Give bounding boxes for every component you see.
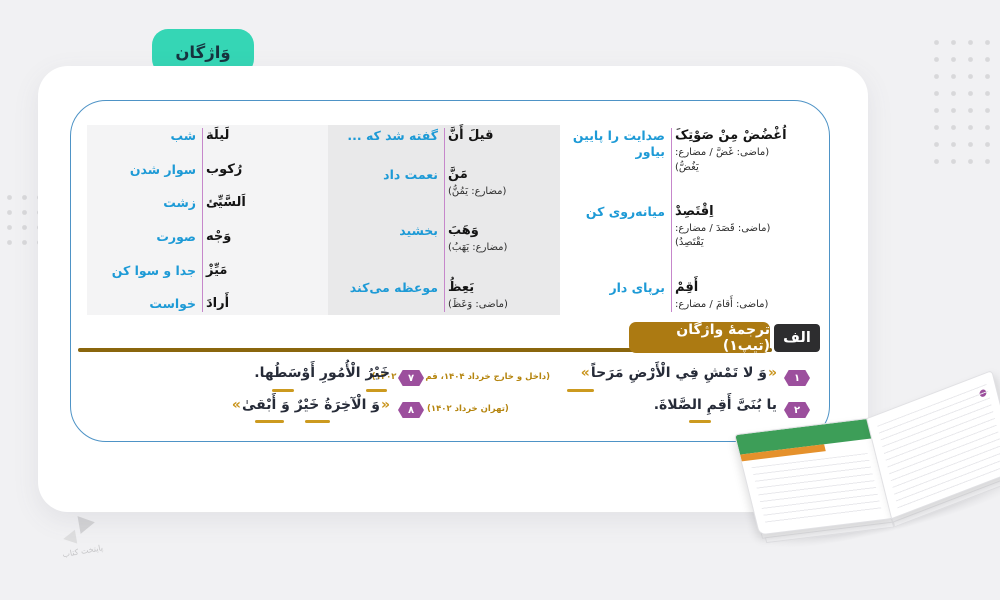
conjugation-note: (ماضی: قَصَدَ / مضارع: یَقْتَصِدُ) (675, 222, 771, 249)
persian-meaning: سوار شدن (129, 161, 196, 177)
exercise-sentence: «وَ الْآخِرَةُ خَیْرٌ وَ أَبْقیٰ» (232, 397, 391, 413)
vocab-entry: اُغْضُضْ مِنْ صَوْتِکَ (ماضی: غَضَّ / مض… (560, 128, 800, 175)
quote-open: « (767, 365, 777, 381)
persian-meaning: گفته شد که ... (347, 128, 438, 143)
vocab-entry: اِقْتَصِدْ (ماضی: قَصَدَ / مضارع: یَقْتَ… (560, 204, 800, 251)
sentence-text: وَ الْآخِرَةُ خَیْرٌ وَ أَبْقیٰ (241, 397, 380, 413)
sentence-text: وَ لا تَمْشِ فِي الْأَرْضِ مَرَحاً (590, 365, 767, 381)
quote-close: » (580, 365, 590, 381)
gold-underline (567, 389, 594, 392)
publisher-watermark: پایتخت کتاب (35, 509, 125, 563)
vocab-entry: مَیِّزْ جدا و سوا کن (87, 263, 328, 279)
persian-meaning: جدا و سوا کن (111, 262, 196, 278)
section-title: ترجمۀ واژگان (تیپ۱) (676, 321, 770, 354)
persian-meaning: خواست (149, 296, 196, 312)
persian-meaning: صورت (156, 229, 196, 245)
persian-meaning: میانه‌روی کن (585, 203, 665, 219)
vocab-group-right: اُغْضُضْ مِنْ صَوْتِکَ (ماضی: غَضَّ / مض… (560, 125, 800, 315)
vocab-table: اُغْضُضْ مِنْ صَوْتِکَ (ماضی: غَضَّ / مض… (87, 125, 800, 315)
publisher-logo-icon (60, 513, 98, 546)
arabic-term: اِقْتَصِدْ (675, 203, 714, 219)
vocab-entry: وَجْه صورت (87, 229, 328, 245)
gold-underline (255, 420, 284, 423)
book-left-page (734, 417, 894, 536)
arabic-term: أَقِمْ (675, 279, 699, 295)
exam-source-note: (تهران خرداد ۱۴۰۲) (427, 404, 509, 414)
exercise-number-badge: ۸ (398, 402, 424, 418)
vocab-entry: رُکوب سوار شدن (87, 162, 328, 178)
quote-close: » (231, 397, 241, 413)
publisher-name: پایتخت کتاب (61, 543, 104, 560)
persian-meaning: موعظه می‌کند (349, 279, 438, 295)
blue-frame (70, 100, 830, 442)
exam-source-note: (داخل و خارج خرداد ۱۴۰۴، قم خرداد ۱۴۰۲) (371, 372, 550, 382)
sentence-text: خَیْرُ الْأُمُورِ أَوْسَطُها. (254, 365, 390, 381)
persian-meaning: شب (170, 128, 196, 143)
section-title-box: ترجمۀ واژگان (تیپ۱) (629, 321, 770, 354)
exercise-sentence: یا بُنَیَّ أَقِمِ الصَّلاةَ. (633, 397, 777, 413)
dot-grid-right (928, 34, 998, 164)
vocab-group-middle: قیلَ أَنَّ گفته شد که ... مَنَّ (مضارع: … (328, 125, 560, 315)
conjugation-note: (مضارع: یَهَبُ) (448, 242, 508, 254)
vocab-group-left: لَیلَة شب رُکوب سوار شدن اَلسَّیِّئ زشت … (87, 125, 328, 315)
arabic-term: أَرادَ (206, 296, 230, 312)
vocab-entry: أَرادَ خواست (87, 296, 328, 312)
exercise-sentence: خَیْرُ الْأُمُورِ أَوْسَطُها. (254, 365, 390, 381)
arabic-term: مَیِّزْ (206, 262, 228, 278)
persian-meaning: برپای دار (609, 279, 665, 295)
vocab-entry: اَلسَّیِّئ زشت (87, 195, 328, 211)
arabic-term: اَلسَّیِّئ (206, 195, 246, 211)
arabic-term: لَیلَة (206, 128, 230, 143)
section-letter: الف (783, 330, 811, 346)
persian-meaning: صدایت را پایین بیاور (572, 128, 665, 159)
vocab-entry: قیلَ أَنَّ گفته شد که ... (328, 128, 560, 144)
arabic-term: مَنَّ (448, 167, 468, 183)
sentence-text: یا بُنَیَّ أَقِمِ الصَّلاةَ. (653, 397, 777, 413)
conjugation-note: (ماضی: وَعَظَ) (448, 298, 508, 310)
vocab-entry: لَیلَة شب (87, 128, 328, 144)
section-letter-box: الف (774, 324, 820, 352)
conjugation-note: (مضارع: یَمُنُّ) (448, 186, 507, 198)
arabic-term: یَعِظُ (448, 279, 475, 295)
exercise-sentence: «وَ لا تَمْشِ فِي الْأَرْضِ مَرَحاً» (545, 365, 778, 381)
vocab-entry: یَعِظُ (ماضی: وَعَظَ) موعظه می‌کند (328, 280, 560, 313)
exercise-number-badge: ۲ (784, 402, 810, 418)
quote-open: « (380, 397, 390, 413)
persian-meaning: نعمت داد (383, 167, 438, 183)
persian-meaning: زشت (163, 195, 196, 211)
gold-underline (689, 420, 711, 423)
open-book-illustration (734, 370, 1000, 568)
gold-underline (272, 389, 294, 392)
gold-underline (305, 420, 330, 423)
vocab-entry: وَهَبَ (مضارع: یَهَبُ) بخشید (328, 223, 560, 256)
vocab-tag-label: وَاژگان (175, 42, 231, 62)
arabic-term: اُغْضُضْ مِنْ صَوْتِکَ (675, 128, 787, 143)
vocab-entry: مَنَّ (مضارع: یَمُنُّ) نعمت داد (328, 167, 560, 200)
gold-underline (366, 389, 387, 392)
vocab-entry: أَقِمْ (ماضی: أَقامَ / مضارع: برپای دار (560, 280, 800, 313)
section-rule (78, 348, 772, 352)
arabic-term: رُکوب (206, 161, 243, 177)
conjugation-note: (ماضی: غَضَّ / مضارع: یَغُضُّ) (675, 147, 770, 173)
exercise-number-badge: ۱ (784, 370, 810, 386)
arabic-term: وَجْه (206, 229, 232, 245)
arabic-term: قیلَ أَنَّ (448, 128, 494, 143)
exercise-number-badge: ۷ (398, 370, 424, 386)
persian-meaning: بخشید (399, 223, 438, 239)
conjugation-note: (ماضی: أَقامَ / مضارع: (675, 298, 769, 310)
arabic-term: وَهَبَ (448, 223, 479, 239)
